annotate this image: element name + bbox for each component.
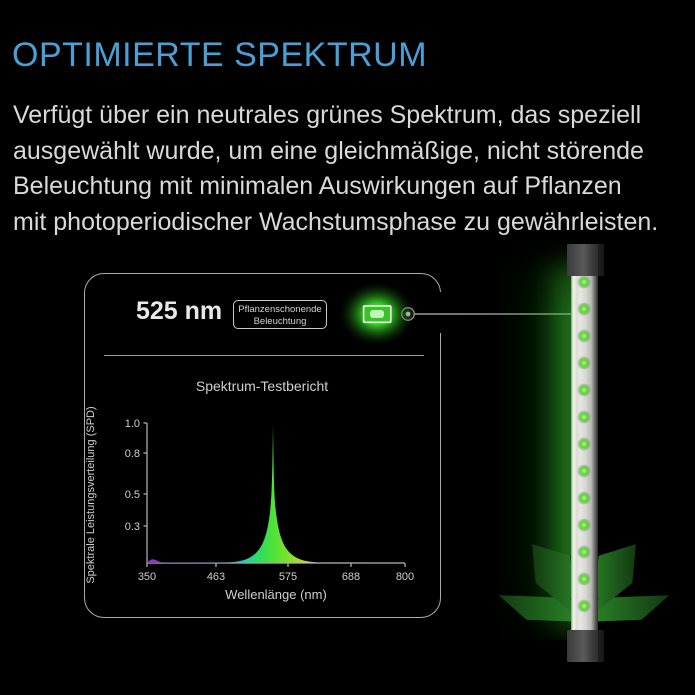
svg-text:1.0: 1.0 [125,418,140,430]
svg-text:0.3: 0.3 [125,521,140,533]
svg-text:350: 350 [138,571,156,583]
svg-text:800: 800 [396,571,414,583]
svg-text:463: 463 [207,571,225,583]
svg-text:688: 688 [342,571,360,583]
svg-text:0.8: 0.8 [125,448,140,460]
svg-text:0.5: 0.5 [125,489,140,501]
svg-text:Wellenlänge (nm): Wellenlänge (nm) [225,587,327,602]
svg-text:Spektrum-Testbericht: Spektrum-Testbericht [196,378,328,394]
svg-text:575: 575 [279,571,297,583]
svg-text:Spektrale Leistungsverteilung: Spektrale Leistungsverteilung (SPD) [85,406,97,583]
